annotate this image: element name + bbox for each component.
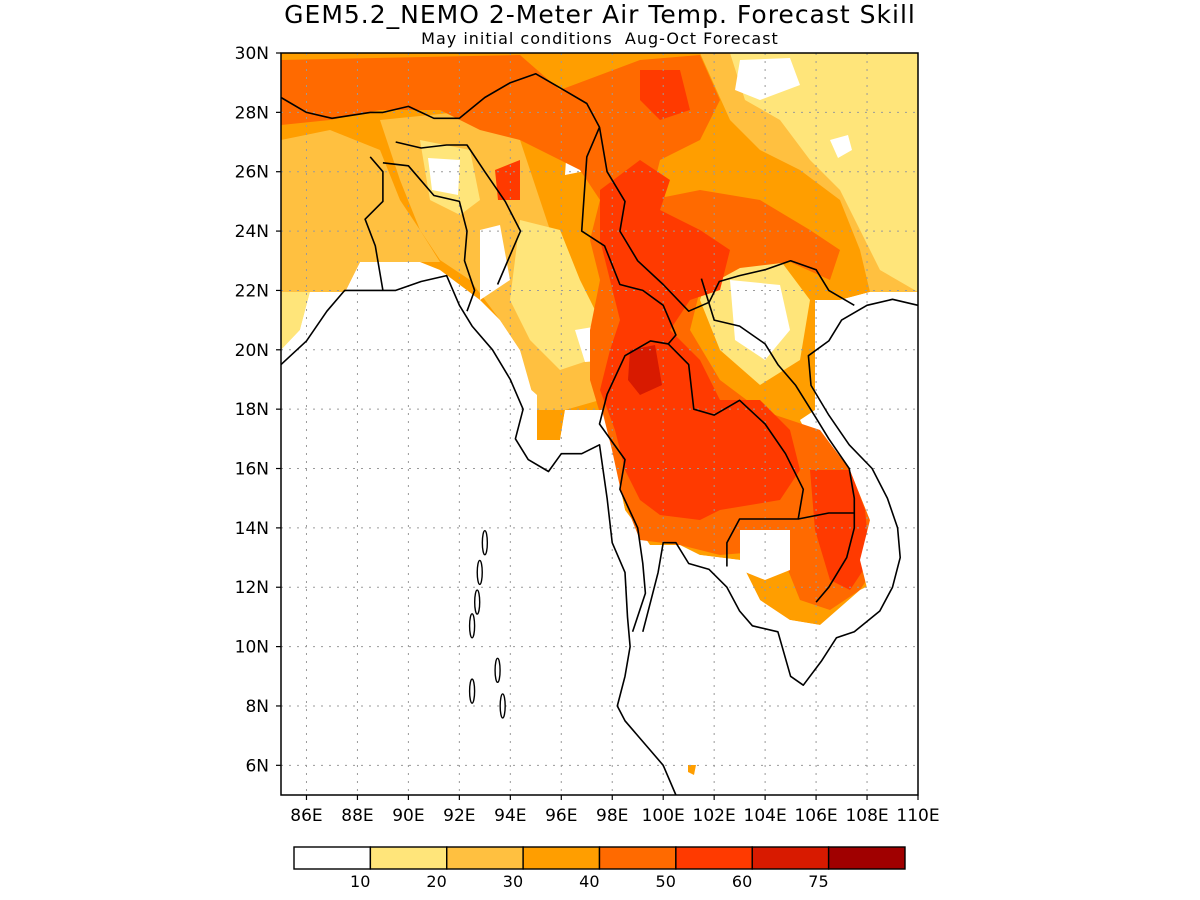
map-frame <box>280 52 919 796</box>
boundary-line <box>280 73 855 312</box>
skill-region-lt-10 <box>735 58 852 158</box>
lon-label: 94E <box>494 806 526 826</box>
skill-region-lt-10 <box>740 530 790 580</box>
boundary-line <box>382 162 476 312</box>
lat-label: 8N <box>245 697 269 717</box>
mask-south-china-sea <box>815 292 918 600</box>
lon-label: 100E <box>642 806 685 826</box>
lat-label: 10N <box>235 638 269 658</box>
skill-region-10-20 <box>281 292 310 350</box>
colorbar-swatch <box>751 846 830 870</box>
colorbar-label: 50 <box>656 872 676 891</box>
lat-label: 14N <box>235 519 269 539</box>
graticule <box>276 52 919 800</box>
island-outline <box>481 530 489 556</box>
colorbar-label: 10 <box>350 872 370 891</box>
lon-label: 90E <box>392 806 424 826</box>
lat-label: 28N <box>235 103 269 123</box>
lat-label: 30N <box>235 44 269 64</box>
lon-label: 98E <box>596 806 628 826</box>
boundary-line <box>395 141 522 285</box>
boundary-line <box>798 512 855 520</box>
lon-label: 102E <box>693 806 736 826</box>
skill-region-50-60 <box>600 160 800 520</box>
lon-label: 92E <box>443 806 475 826</box>
skill-region-20-30 <box>281 130 440 292</box>
chart-subtitle: May initial conditions Aug-Oct Forecast <box>421 29 779 48</box>
colorbar-swatch <box>293 846 372 870</box>
colorbar-swatch <box>675 846 753 870</box>
colorbar: 10 20 30 40 50 60 75 <box>293 846 906 891</box>
skill-region-lt-10 <box>730 280 790 360</box>
skill-field <box>281 53 918 795</box>
boundary-line <box>580 126 677 633</box>
mask-bay-of-bengal <box>281 292 918 795</box>
lat-label: 20N <box>235 341 269 361</box>
colorbar-label: 30 <box>503 872 523 891</box>
lon-label: 86E <box>290 806 322 826</box>
colorbar-swatch <box>522 846 601 870</box>
island-outline <box>499 693 506 719</box>
lon-label: 106E <box>794 806 837 826</box>
lat-label: 6N <box>245 756 269 776</box>
lon-label: 96E <box>545 806 577 826</box>
colorbar-label: 20 <box>426 872 446 891</box>
lat-label: 26N <box>235 163 269 183</box>
lon-label: 88E <box>341 806 373 826</box>
longitude-labels: 86E 88E 90E 92E 94E 96E 98E 100E 102E 104E 106E 108… <box>290 806 939 826</box>
lon-label: 104E <box>744 806 787 826</box>
island-outline <box>476 559 483 586</box>
boundary-line <box>280 274 677 796</box>
boundary-line <box>364 156 384 291</box>
island-outline <box>468 613 476 639</box>
lat-label: 24N <box>235 222 269 242</box>
island-outline <box>473 589 481 615</box>
boundary-line <box>667 343 805 567</box>
boundary-line <box>642 298 919 686</box>
colorbar-swatch <box>369 846 448 870</box>
colorbar-swatch <box>827 846 906 870</box>
lon-label: 110E <box>896 806 939 826</box>
island-outline <box>494 657 501 684</box>
lat-label: 18N <box>235 400 269 420</box>
skill-region-10-20 <box>420 140 600 370</box>
lon-label: 108E <box>845 806 888 826</box>
colorbar-label: 75 <box>808 872 828 891</box>
coastlines <box>280 73 919 796</box>
skill-region-30-40 <box>688 765 696 775</box>
colorbar-swatch <box>446 846 524 870</box>
lat-label: 16N <box>235 460 269 480</box>
colorbar-label: 60 <box>732 872 752 891</box>
island-outline <box>468 678 476 704</box>
skill-region-50-60 <box>495 70 690 200</box>
chart-title: GEM5.2_NEMO 2-Meter Air Temp. Forecast S… <box>284 0 916 29</box>
colorbar-swatch <box>598 846 677 870</box>
skill-region-60-75 <box>628 345 662 395</box>
boundary-line <box>700 278 856 603</box>
lat-label: 22N <box>235 281 269 301</box>
lat-label: 12N <box>235 578 269 598</box>
latitude-labels: 30N 28N 26N 24N 22N 20N 18N 16N 14N 12N 10N 8N 6N <box>235 44 269 776</box>
colorbar-label: 40 <box>579 872 599 891</box>
